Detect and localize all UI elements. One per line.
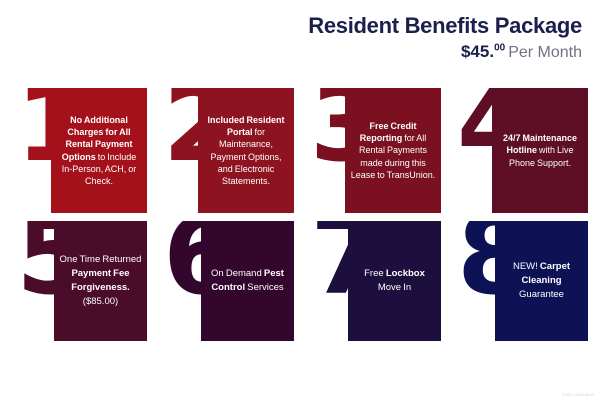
benefit-panel: 24/7 Maintenance Hotline with Live Phone… xyxy=(492,88,588,213)
benefit-panel: No Additional Charges for All Rental Pay… xyxy=(51,88,147,213)
benefit-panel: Included Resident Portal for Maintenance… xyxy=(198,88,294,213)
benefit-text-bold: Payment Fee Forgiveness. xyxy=(71,268,130,293)
benefit-text-rest: Move In xyxy=(377,282,412,293)
price-amount: $45. xyxy=(460,42,495,62)
benefit-panel: On Demand Pest Control Services xyxy=(201,221,294,341)
benefit-panel: Free Lockbox Move In xyxy=(348,221,441,341)
benefit-card-2: 2 Included Resident Portal for Maintenanc… xyxy=(161,88,294,213)
benefit-text-bold: Carpet Cleaning xyxy=(521,261,571,287)
benefit-card-8: 8 NEW! Carpet Cleaning Guarantee xyxy=(455,221,588,341)
benefit-text-rest: to Include In-Person, ACH, or Check. xyxy=(61,151,137,186)
price-period: Per Month xyxy=(508,44,582,62)
benefit-panel: One Time Returned Payment Fee Forgivenes… xyxy=(54,221,147,341)
benefit-text: One Time Returned Payment Fee Forgivenes… xyxy=(59,253,142,308)
benefit-text-lead: On Demand xyxy=(211,268,264,280)
price-cents: 00 xyxy=(494,42,506,54)
benefit-text: No Additional Charges for All Rental Pay… xyxy=(56,114,142,187)
benefit-text-bold: Lockbox xyxy=(385,268,425,280)
header: Resident Benefits Package $45.00 Per Mont… xyxy=(308,13,582,61)
benefit-text-bold: No Additional Charges for All Rental Pay… xyxy=(61,115,133,162)
benefit-card-4: 4 24/7 Maintenance Hotline with Live Phon… xyxy=(455,88,588,213)
benefit-text: On Demand Pest Control Services xyxy=(206,267,289,295)
price-line: $45.00 Per Month xyxy=(308,43,582,61)
benefit-text: Included Resident Portal for Maintenance… xyxy=(203,114,289,187)
benefit-text-rest: for Maintenance, Payment Options, and El… xyxy=(210,127,282,186)
benefit-card-7: 7 Free Lockbox Move In xyxy=(308,221,441,341)
benefit-text-rest: for All Rental Payments made during this… xyxy=(350,133,436,180)
benefit-card-3: 3 Free Credit Reporting for All Rental Pa… xyxy=(308,88,441,213)
benefit-card-1: 1 No Additional Charges for All Rental Pa… xyxy=(14,88,147,213)
benefit-text: Free Credit Reporting for All Rental Pay… xyxy=(350,120,436,181)
page-title: Resident Benefits Package xyxy=(308,13,582,38)
benefit-text: NEW! Carpet Cleaning Guarantee xyxy=(500,260,583,301)
benefits-grid: 1 No Additional Charges for All Rental Pa… xyxy=(14,88,588,341)
benefit-text-lead: Free xyxy=(364,268,386,280)
benefit-text-lead: NEW! xyxy=(512,261,540,273)
benefit-text: Free Lockbox Move In xyxy=(353,267,436,295)
benefit-card-5: 5 One Time Returned Payment Fee Forgivene… xyxy=(14,221,147,341)
benefit-card-6: 6 On Demand Pest Control Services xyxy=(161,221,294,341)
benefit-text-rest: Services xyxy=(245,282,284,293)
benefit-text-bold: 24/7 Maintenance Hotline xyxy=(502,133,578,156)
benefit-panel: NEW! Carpet Cleaning Guarantee xyxy=(495,221,588,341)
benefit-panel: Free Credit Reporting for All Rental Pay… xyxy=(345,88,441,213)
benefit-text-bold: Free Credit Reporting xyxy=(359,121,417,144)
benefit-text-bold: Pest Control xyxy=(211,268,284,293)
benefit-text-lead: One Time Returned xyxy=(59,254,142,266)
benefit-text-rest: ($85.00) xyxy=(82,295,119,307)
benefit-text-rest: Guarantee xyxy=(519,288,564,300)
footer-watermark: 2020 LEBA MLS xyxy=(562,392,594,397)
benefit-text-rest: with Live Phone Support. xyxy=(508,145,574,168)
benefit-text: 24/7 Maintenance Hotline with Live Phone… xyxy=(497,132,583,168)
benefit-text-bold: Included Resident Portal xyxy=(207,115,285,138)
